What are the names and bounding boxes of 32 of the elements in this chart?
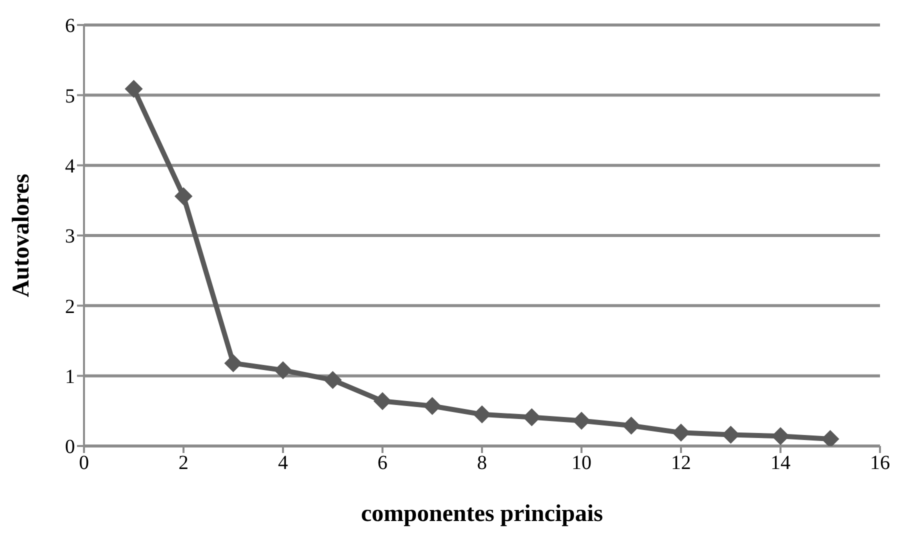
point (374, 392, 392, 410)
y-axis-title: Autovalores (8, 174, 35, 298)
x-tick-label: 14 (770, 452, 790, 474)
x-axis-title: componentes principais (360, 501, 604, 527)
x-tick-label: 4 (278, 452, 288, 474)
point (324, 371, 342, 390)
point (672, 424, 690, 442)
point (224, 354, 242, 372)
x-tick-label: 0 (79, 452, 89, 474)
point (522, 408, 541, 426)
y-tick-label: 2 (65, 296, 75, 318)
y-tick-label: 4 (65, 155, 75, 178)
x-tick-label: 16 (870, 452, 890, 474)
x-tick-label: 8 (477, 452, 487, 474)
x-tick-label: 6 (378, 452, 388, 474)
y-tick-label: 3 (65, 226, 75, 248)
point (423, 397, 442, 416)
point (622, 416, 640, 435)
y-tick-label: 6 (65, 15, 75, 38)
point (174, 187, 192, 206)
point (572, 412, 590, 430)
x-tick-label: 2 (178, 452, 188, 474)
x-tick-label: 12 (671, 452, 691, 474)
point (274, 361, 292, 380)
point (473, 405, 491, 424)
y-tick-label: 5 (65, 85, 75, 108)
y-tick-label: 0 (65, 436, 75, 458)
x-tick-label: 10 (572, 452, 592, 474)
point (772, 427, 790, 446)
point (124, 80, 143, 98)
y-tick-label: 1 (65, 366, 75, 388)
point (821, 430, 840, 446)
